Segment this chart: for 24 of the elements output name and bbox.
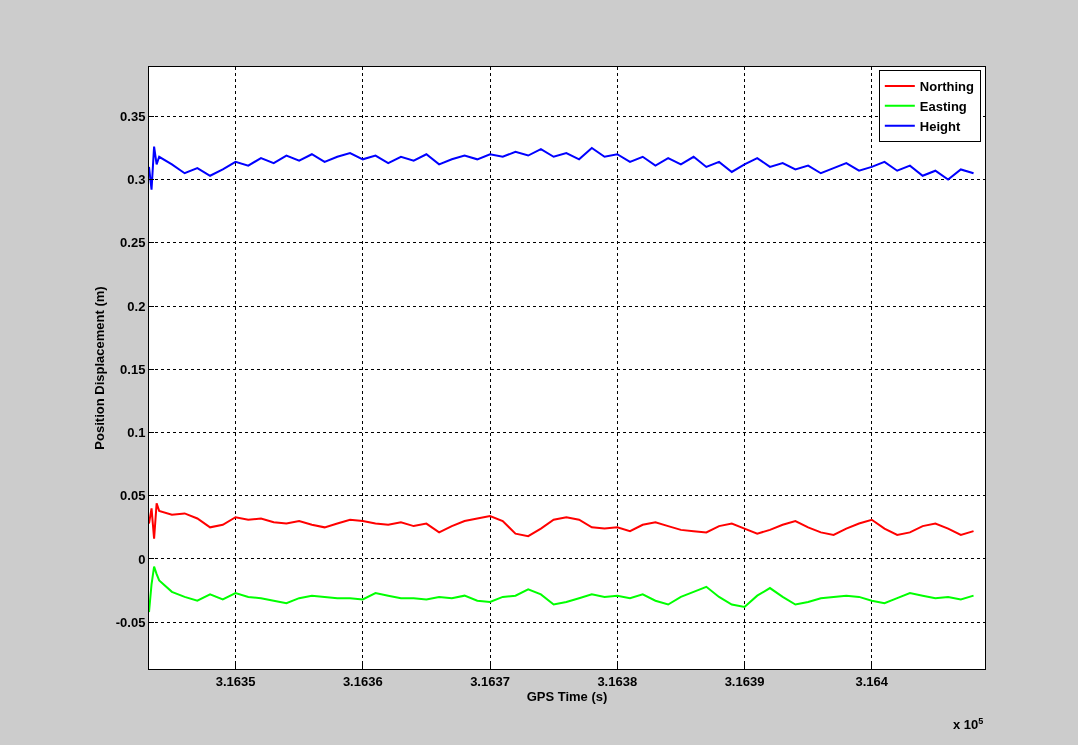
text: x 10$^{5}$ (953, 716, 984, 733)
x-tick-label: 3.1637 (470, 673, 510, 689)
line-series (149, 565, 975, 614)
legend-label: Easting (919, 98, 967, 114)
x-tick-label: 3.164 (855, 673, 889, 689)
line-series (149, 502, 975, 540)
line-series (149, 145, 975, 191)
legend-label: Height (919, 118, 961, 134)
x-tick-label: 3.1638 (597, 673, 638, 689)
y-tick-label: 0 (138, 551, 146, 567)
y-tick-label: 0.3 (127, 172, 146, 188)
x-tick-label: 3.1635 (215, 673, 256, 689)
y-tick-label: -0.05 (115, 614, 146, 630)
y-tick-label: 0.25 (120, 235, 146, 251)
y-tick-label: 0.05 (120, 488, 146, 504)
legend-label: Northing (919, 79, 975, 95)
x-axis-title: GPS Time (s) (526, 689, 608, 705)
x-tick-label: 3.1639 (724, 673, 765, 689)
y-tick-label: 0.15 (120, 361, 146, 377)
y-axis-title: Position Displacement (m) (91, 286, 107, 450)
y-tick-label: 0.1 (127, 425, 146, 441)
y-tick-label: 0.35 (120, 108, 146, 124)
y-tick-label: 0.2 (127, 298, 146, 314)
x-tick-label: 3.1636 (342, 673, 383, 689)
